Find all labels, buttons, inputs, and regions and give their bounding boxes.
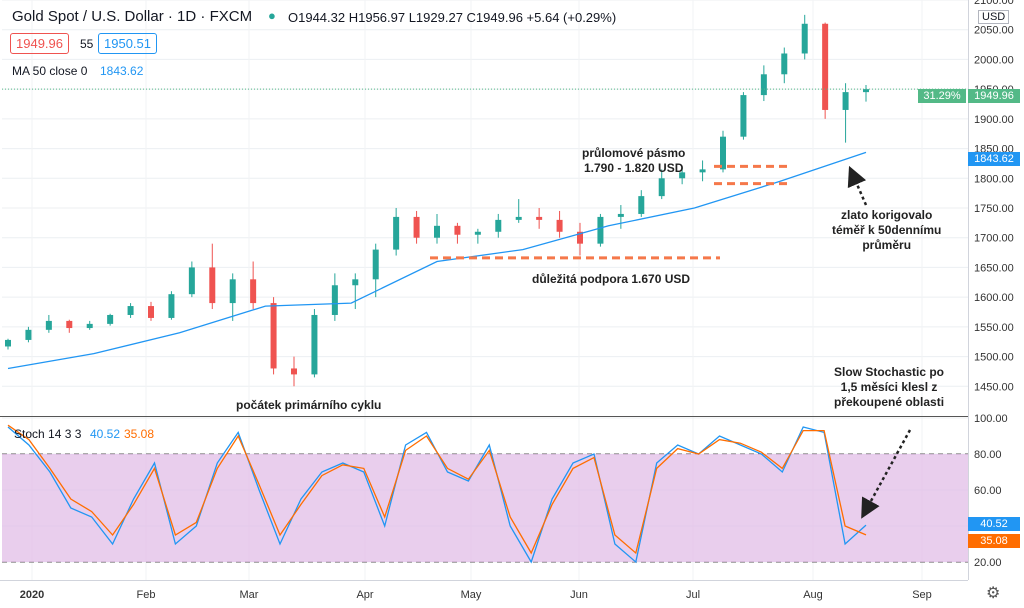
candle-body xyxy=(188,267,195,295)
currency-label[interactable]: USD xyxy=(978,10,1010,24)
candle-body xyxy=(270,303,277,369)
candle-body xyxy=(168,294,175,318)
ma-indicator-value: 1843.62 xyxy=(100,64,144,78)
candle-body xyxy=(842,92,849,110)
candle-body xyxy=(699,169,706,173)
price-tick-label: 1700.00 xyxy=(974,233,1014,245)
stoch-tick-label: 80.00 xyxy=(974,449,1002,461)
annotation-breakout-zone: průlomové pásmo 1.790 - 1.820 USD xyxy=(582,146,686,175)
last-price-pct-tag: 31.29% xyxy=(918,89,966,103)
price-tick-label: 1500.00 xyxy=(974,352,1014,364)
stoch-tick-label: 60.00 xyxy=(974,485,1002,497)
price-tick-label: 1450.00 xyxy=(974,381,1014,393)
candle-body xyxy=(86,323,93,329)
annotation-markers xyxy=(430,164,912,519)
candle-body xyxy=(148,306,154,318)
candle-body xyxy=(250,279,257,304)
annotation-support: důležitá podpora 1.670 USD xyxy=(532,272,691,286)
candle-body xyxy=(107,314,114,324)
stoch-d-value: 35.08 xyxy=(124,427,155,441)
time-tick-label: Aug xyxy=(803,589,823,601)
candle-body xyxy=(515,216,522,220)
spread-value: 55 xyxy=(80,37,94,51)
settings-gear-icon[interactable]: ⚙ xyxy=(986,585,1001,602)
candle-body xyxy=(454,225,461,235)
candle-body xyxy=(25,329,32,340)
candle-body xyxy=(45,320,52,330)
candle-body xyxy=(127,306,134,315)
candle-body xyxy=(66,320,73,329)
time-tick-label: Sep xyxy=(912,589,932,601)
candle-body xyxy=(352,279,359,286)
candle-body xyxy=(617,213,624,217)
ma-price-tag: 1843.62 xyxy=(968,152,1020,166)
last-price-tag: 1949.96 xyxy=(968,89,1020,103)
candle-body xyxy=(577,231,583,244)
price-tick-label: 1900.00 xyxy=(974,114,1014,126)
stoch-indicator-label[interactable]: Stoch 14 3 3 xyxy=(14,427,82,441)
status-dot-icon: ● xyxy=(268,8,276,23)
candle-body xyxy=(229,279,236,304)
time-tick-label: May xyxy=(461,589,482,601)
candle-body xyxy=(331,285,338,315)
ma-arrow-icon xyxy=(847,165,868,206)
ma-line xyxy=(7,151,867,370)
candle-body xyxy=(679,172,686,179)
candle-body xyxy=(760,74,767,96)
candle-body xyxy=(597,216,604,244)
candle-body xyxy=(495,219,502,232)
price-tick-label: 2000.00 xyxy=(974,54,1014,66)
stoch-d-tag: 35.08 xyxy=(968,534,1020,548)
price-tick-label: 2100.00 xyxy=(974,0,1014,7)
candle-body xyxy=(393,216,400,250)
price-tick-label: 1650.00 xyxy=(974,262,1014,274)
candle-body xyxy=(434,225,440,238)
stoch-tick-label: 20.00 xyxy=(974,557,1002,569)
candle-body xyxy=(720,136,726,170)
stoch-tick-label: 100.00 xyxy=(974,413,1008,425)
candle-body xyxy=(311,314,318,375)
time-tick-label: Jun xyxy=(570,589,588,601)
chart-title[interactable]: Gold Spot / U.S. Dollar · 1D · FXCM xyxy=(12,8,253,25)
price-tick-label: 1800.00 xyxy=(974,173,1014,185)
price-tick-label: 1550.00 xyxy=(974,322,1014,334)
time-tick-label: Jul xyxy=(686,589,700,601)
candle-body xyxy=(658,178,665,197)
time-tick-label: Feb xyxy=(137,589,156,601)
candles xyxy=(5,14,869,387)
candle-body xyxy=(863,89,869,93)
candle-body xyxy=(801,23,808,54)
annotation-stoch-note: Slow Stochastic po 1,5 měsíci klesl z přek… xyxy=(834,365,945,409)
candle-body xyxy=(372,249,379,280)
candle-body xyxy=(781,53,788,75)
stoch-k-value: 40.52 xyxy=(90,427,121,441)
stoch-band xyxy=(2,454,968,562)
candle-body xyxy=(209,267,216,304)
annotation-cycle-start: počátek primárního cyklu xyxy=(236,398,382,412)
stoch-k-tag: 40.52 xyxy=(968,517,1020,531)
candle-body xyxy=(291,368,297,375)
time-tick-label: Apr xyxy=(356,589,373,601)
candle-body xyxy=(638,196,645,214)
stoch-lines xyxy=(7,424,867,564)
buy-price-button[interactable]: 1950.51 xyxy=(98,33,157,54)
candle-body xyxy=(5,339,11,347)
price-tick-label: 1750.00 xyxy=(974,203,1014,215)
time-tick-label: 2020 xyxy=(20,589,44,601)
sell-price-button[interactable]: 1949.96 xyxy=(10,33,69,54)
candle-body xyxy=(556,219,563,232)
ma-indicator-label[interactable]: MA 50 close 0 xyxy=(12,64,88,78)
ohlc-readout: O1944.32 H1956.97 L1929.27 C1949.96 +5.6… xyxy=(288,10,617,25)
price-tick-label: 2050.00 xyxy=(974,25,1014,37)
candle-body xyxy=(822,23,829,110)
annotation-ma-correction: zlato korigovalo téměř k 50dennímu průměru xyxy=(832,208,942,252)
candle-body xyxy=(474,231,481,235)
time-tick-label: Mar xyxy=(240,589,259,601)
candle-body xyxy=(413,216,420,238)
price-tick-label: 1600.00 xyxy=(974,292,1014,304)
stoch-d-line xyxy=(7,424,867,555)
candle-body xyxy=(740,95,747,137)
candle-body xyxy=(536,216,543,220)
